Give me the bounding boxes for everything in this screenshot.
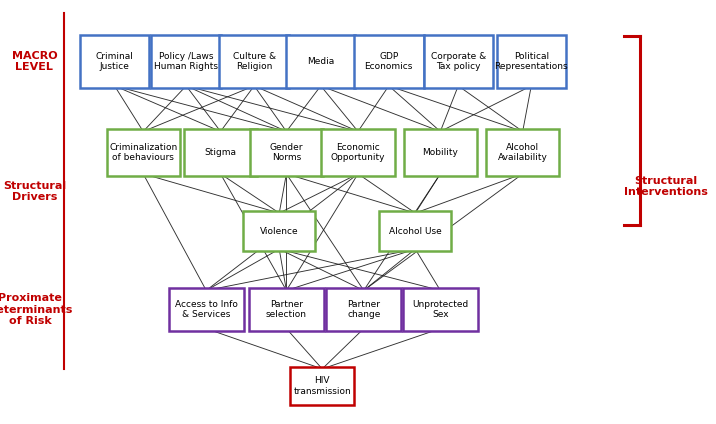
- Text: Violence: Violence: [260, 226, 299, 236]
- Text: Criminalization
of behaviours: Criminalization of behaviours: [109, 143, 178, 162]
- FancyBboxPatch shape: [290, 367, 354, 405]
- FancyBboxPatch shape: [169, 288, 243, 331]
- FancyBboxPatch shape: [379, 211, 451, 251]
- FancyBboxPatch shape: [424, 35, 493, 88]
- Text: Political
Representations: Political Representations: [495, 52, 568, 71]
- Text: Corporate &
Tax policy: Corporate & Tax policy: [430, 52, 486, 71]
- Text: GDP
Economics: GDP Economics: [364, 52, 413, 71]
- FancyBboxPatch shape: [404, 129, 477, 176]
- Text: Partner
change: Partner change: [347, 300, 380, 319]
- Text: Structural
Drivers: Structural Drivers: [3, 181, 66, 202]
- Text: Proximate
Determinants
of Risk: Proximate Determinants of Risk: [0, 293, 73, 326]
- Text: Alcohol Use: Alcohol Use: [389, 226, 442, 236]
- Text: Gender
Norms: Gender Norms: [270, 143, 303, 162]
- Text: Alcohol
Availability: Alcohol Availability: [498, 143, 548, 162]
- FancyBboxPatch shape: [250, 129, 323, 176]
- Text: Partner
selection: Partner selection: [266, 300, 307, 319]
- Text: Policy /Laws
Human Rights: Policy /Laws Human Rights: [154, 52, 218, 71]
- Text: Unprotected
Sex: Unprotected Sex: [412, 300, 468, 319]
- Text: MACRO
LEVEL: MACRO LEVEL: [11, 51, 57, 72]
- FancyBboxPatch shape: [497, 35, 566, 88]
- Text: Stigma: Stigma: [205, 148, 236, 157]
- FancyBboxPatch shape: [219, 35, 289, 88]
- Text: Structural
Interventions: Structural Interventions: [624, 176, 708, 197]
- FancyBboxPatch shape: [326, 288, 401, 331]
- FancyBboxPatch shape: [184, 129, 257, 176]
- Text: Criminal
Justice: Criminal Justice: [96, 52, 133, 71]
- Text: Access to Info
& Services: Access to Info & Services: [175, 300, 238, 319]
- FancyBboxPatch shape: [354, 35, 424, 88]
- FancyBboxPatch shape: [286, 35, 355, 88]
- FancyBboxPatch shape: [402, 288, 478, 331]
- Text: Mobility: Mobility: [422, 148, 458, 157]
- FancyBboxPatch shape: [152, 35, 221, 88]
- FancyBboxPatch shape: [321, 129, 395, 176]
- Text: Media: Media: [307, 57, 334, 66]
- Text: Culture &
Religion: Culture & Religion: [233, 52, 276, 71]
- FancyBboxPatch shape: [486, 129, 559, 176]
- FancyBboxPatch shape: [243, 211, 315, 251]
- FancyBboxPatch shape: [80, 35, 150, 88]
- Text: HIV
transmission: HIV transmission: [294, 376, 351, 396]
- FancyBboxPatch shape: [107, 129, 180, 176]
- Text: Economic
Opportunity: Economic Opportunity: [331, 143, 385, 162]
- FancyBboxPatch shape: [249, 288, 324, 331]
